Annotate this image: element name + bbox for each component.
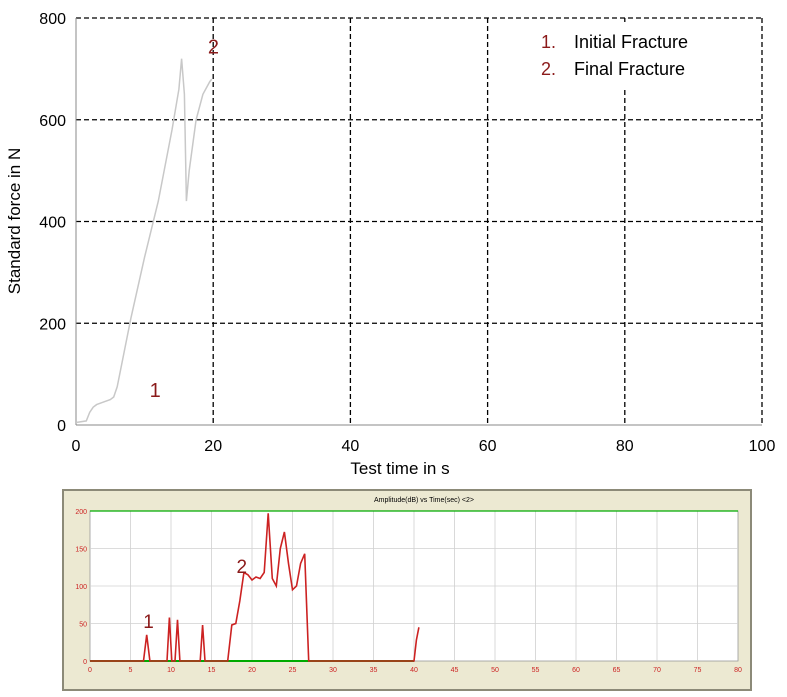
amplitude-chart-frame: Amplitude(dB) vs Time(sec) <2> 0 5 10 15 20 2… bbox=[62, 489, 752, 691]
amplitude-annotation-label: 1 bbox=[143, 612, 154, 633]
amplitude-series-line bbox=[90, 513, 420, 662]
amplitude-y-tick-label: 0 bbox=[83, 659, 87, 666]
amplitude-x-tick-label: 50 bbox=[491, 667, 499, 674]
force-x-tick-label: 80 bbox=[616, 438, 634, 455]
force-tick-labels: 0 20 40 60 80 100 0 200 400 600 800 bbox=[39, 11, 775, 455]
amplitude-x-tick-label: 65 bbox=[613, 667, 621, 674]
force-x-tick-label: 20 bbox=[204, 438, 222, 455]
amplitude-x-tick-label: 45 bbox=[451, 667, 459, 674]
amplitude-x-tick-label: 80 bbox=[734, 667, 742, 674]
amplitude-y-tick-label: 150 bbox=[75, 547, 87, 554]
amplitude-x-tick-label: 10 bbox=[167, 667, 175, 674]
force-x-tick-label: 40 bbox=[342, 438, 360, 455]
force-x-axis-label: Test time in s bbox=[350, 459, 449, 478]
amplitude-x-tick-label: 40 bbox=[410, 667, 418, 674]
force-y-tick-label: 200 bbox=[39, 316, 66, 333]
amplitude-x-tick-label: 60 bbox=[572, 667, 580, 674]
force-annotation-label: 2 bbox=[208, 36, 219, 58]
force-y-tick-label: 400 bbox=[39, 215, 66, 232]
amplitude-x-tick-label: 55 bbox=[532, 667, 540, 674]
amplitude-x-tick-label: 0 bbox=[88, 667, 92, 674]
force-x-tick-label: 60 bbox=[479, 438, 497, 455]
amplitude-x-tick-label: 20 bbox=[248, 667, 256, 674]
amplitude-x-tick-label: 35 bbox=[370, 667, 378, 674]
amplitude-y-tick-label: 50 bbox=[79, 622, 87, 629]
force-y-tick-label: 600 bbox=[39, 113, 66, 130]
amplitude-x-tick-label: 30 bbox=[329, 667, 337, 674]
legend-item-number: 1. bbox=[541, 32, 556, 52]
amplitude-annotation-label: 2 bbox=[236, 557, 247, 578]
legend-item-number: 2. bbox=[541, 59, 556, 79]
amplitude-annotations: 12 bbox=[143, 557, 247, 633]
amplitude-chart-title: Amplitude(dB) vs Time(sec) <2> bbox=[374, 497, 474, 504]
amplitude-x-tick-label: 25 bbox=[289, 667, 297, 674]
force-annotations: 12 bbox=[150, 36, 219, 401]
amplitude-y-tick-label: 100 bbox=[75, 584, 87, 591]
force-y-axis-label: Standard force in N bbox=[5, 148, 24, 294]
force-x-tick-label: 0 bbox=[72, 438, 81, 455]
amplitude-x-tick-label: 15 bbox=[208, 667, 216, 674]
amplitude-time-chart: Amplitude(dB) vs Time(sec) <2> 0 5 10 15 20 2… bbox=[75, 497, 742, 674]
force-annotation-label: 1 bbox=[150, 380, 161, 402]
force-x-tick-label: 100 bbox=[749, 438, 776, 455]
force-legend: 1. Initial Fracture 2. Final Fracture bbox=[527, 22, 755, 90]
force-time-chart: 0 20 40 60 80 100 0 200 400 600 800 Test time in s… bbox=[5, 11, 775, 478]
legend-box bbox=[527, 22, 755, 90]
force-y-tick-label: 800 bbox=[39, 11, 66, 28]
amplitude-tick-labels: 0 5 10 15 20 25 30 35 40 45 50 55 60 65 70 75 80 0 50 100 15… bbox=[75, 509, 742, 674]
amplitude-x-tick-label: 75 bbox=[694, 667, 702, 674]
force-series-line bbox=[75, 58, 213, 424]
legend-item-label: Initial Fracture bbox=[574, 32, 688, 52]
force-axes bbox=[75, 18, 762, 426]
amplitude-y-tick-label: 200 bbox=[75, 509, 87, 516]
amplitude-x-tick-label: 70 bbox=[653, 667, 661, 674]
force-y-tick-label: 0 bbox=[57, 418, 66, 435]
legend-item-label: Final Fracture bbox=[574, 59, 685, 79]
amplitude-x-tick-label: 5 bbox=[129, 667, 133, 674]
